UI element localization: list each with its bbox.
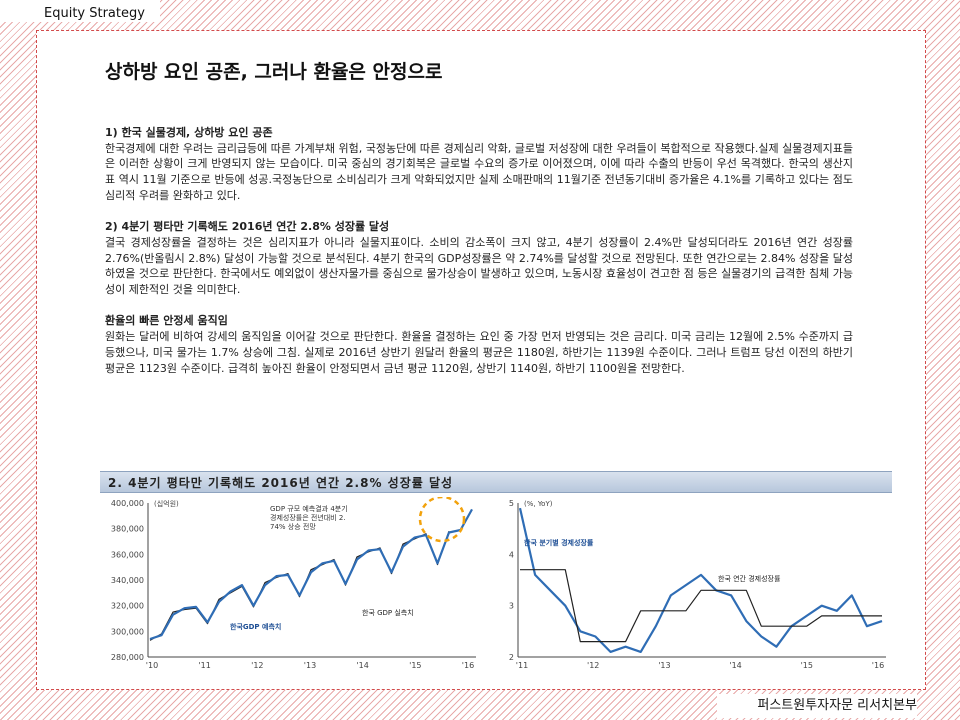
y-tick-label: 300,000 — [111, 627, 144, 636]
x-tick-label: '12 — [587, 661, 599, 670]
y-tick-label: 4 — [509, 550, 514, 559]
series-label: 한국 GDP 실측치 — [362, 608, 414, 617]
gdp-growth-chart: 5 4 3 2'11 '12 '13 '14 '15 '16 (%, YoY) 한국 분기별 경제성… — [492, 497, 892, 671]
y-tick-label: 360,000 — [111, 550, 144, 559]
section-heading: 1) 한국 실물경제, 상하방 요인 공존 — [105, 126, 273, 139]
y-tick-label: 2 — [509, 653, 514, 662]
series-line — [520, 569, 882, 643]
section-2: 2) 4분기 평타만 기록해도 2016년 연간 2.8% 성장률 달성 결국 … — [105, 219, 853, 298]
y-tick-label: 280,000 — [111, 653, 144, 662]
report-body: 1) 한국 실물경제, 상하방 요인 공존 한국경제에 대한 우려는 금리급등에… — [105, 125, 853, 392]
report-card: 상하방 요인 공존, 그러나 환율은 안정으로 1) 한국 실물경제, 상하방 … — [36, 30, 926, 690]
y-tick-label: 340,000 — [111, 576, 144, 585]
section-heading: 환율의 빠른 안정세 움직임 — [105, 314, 228, 328]
page-title: 상하방 요인 공존, 그러나 환율은 안정으로 — [105, 61, 443, 83]
annotation-text: 경제성장률은 전년대비 2. — [270, 513, 346, 522]
section-1: 1) 한국 실물경제, 상하방 요인 공존 한국경제에 대한 우려는 금리급등에… — [105, 125, 853, 204]
series-label: 한국 연간 경제성장률 — [718, 574, 781, 583]
footer-label: 퍼스트원투자자문 리서치본부 — [717, 694, 917, 718]
x-tick-label: '10 — [146, 661, 158, 670]
series-label: 한국 분기별 경제성장률 — [524, 538, 594, 547]
x-tick-label: '15 — [801, 661, 813, 670]
section-heading: 2) 4분기 평타만 기록해도 2016년 연간 2.8% 성장률 달성 — [105, 220, 390, 234]
section-3: 환율의 빠른 안정세 움직임 원화는 달러에 비하여 강세의 움직임을 이어갈 … — [105, 313, 853, 376]
annotation-text: 74% 상승 전망 — [270, 522, 316, 531]
section-paragraph: 원화는 달러에 비하여 강세의 움직임을 이어갈 것으로 판단한다. 환율을 결… — [105, 330, 853, 375]
unit-label: (%, YoY) — [524, 500, 553, 508]
section-paragraph: 결국 경제성장률을 결정하는 것은 심리지표가 아니라 실물지표이다. 소비의 … — [105, 235, 853, 297]
y-tick-label: 400,000 — [111, 499, 144, 508]
section-paragraph: 한국경제에 대한 우려는 금리급등에 따른 가계부채 위험, 국정농단에 따른 … — [105, 141, 853, 202]
x-tick-label: '14 — [729, 661, 741, 670]
y-tick-label: 380,000 — [111, 525, 144, 534]
x-tick-label: '14 — [356, 661, 368, 670]
x-tick-label: '13 — [304, 661, 316, 670]
unit-label: (십억원) — [154, 499, 179, 508]
x-tick-label: '15 — [409, 661, 421, 670]
x-tick-label: '12 — [251, 661, 263, 670]
y-tick-label: 5 — [509, 499, 514, 508]
series-label: 한국GDP 예측치 — [230, 622, 281, 631]
figure-banner: 2. 4분기 평타만 기록해도 2016년 연간 2.8% 성장률 달성 — [100, 471, 892, 493]
annotation-text: GDP 규모 예측결과 4분기 — [270, 504, 348, 513]
series-line — [149, 531, 450, 641]
x-tick-label: '16 — [872, 661, 884, 670]
section-label: Equity Strategy — [0, 0, 160, 22]
x-tick-label: '11 — [198, 661, 210, 670]
y-tick-label: 320,000 — [111, 602, 144, 611]
x-tick-label: '11 — [516, 661, 528, 670]
x-tick-label: '16 — [462, 661, 474, 670]
gdp-level-chart: 400,000 380,000 360,000 340,000 320,000 300,0… — [100, 497, 485, 671]
series-line — [518, 507, 883, 653]
x-tick-label: '13 — [658, 661, 670, 670]
forecast-highlight — [418, 497, 466, 543]
y-tick-label: 3 — [509, 602, 514, 611]
figure: 2. 4분기 평타만 기록해도 2016년 연간 2.8% 성장률 달성 400… — [100, 471, 892, 671]
series-line — [149, 508, 473, 641]
